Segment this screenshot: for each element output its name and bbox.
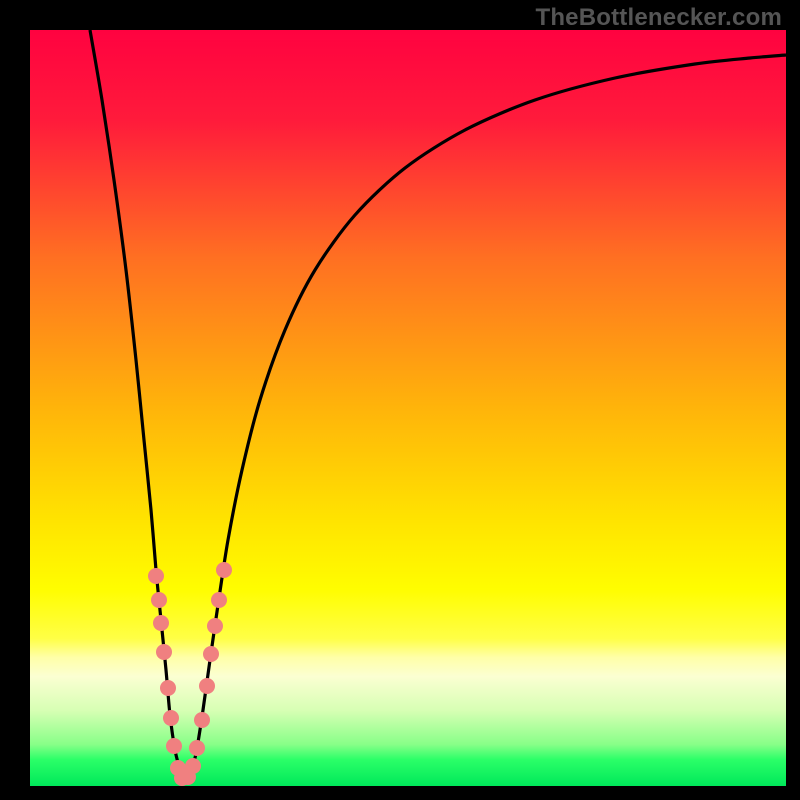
data-marker <box>211 592 227 608</box>
data-marker <box>207 618 223 634</box>
data-marker <box>203 646 219 662</box>
data-marker <box>189 740 205 756</box>
markers-group <box>148 562 232 786</box>
data-marker <box>163 710 179 726</box>
data-marker <box>166 738 182 754</box>
data-marker <box>156 644 172 660</box>
data-marker <box>148 568 164 584</box>
chart-stage: TheBottlenecker.com <box>0 0 800 800</box>
data-marker <box>216 562 232 578</box>
attribution-text: TheBottlenecker.com <box>535 4 782 32</box>
plot-area <box>30 30 786 786</box>
data-marker <box>194 712 210 728</box>
data-marker <box>153 615 169 631</box>
curve-svg <box>30 30 786 786</box>
bottleneck-curve <box>90 30 786 780</box>
data-marker <box>199 678 215 694</box>
data-marker <box>160 680 176 696</box>
data-marker <box>185 758 201 774</box>
data-marker <box>151 592 167 608</box>
